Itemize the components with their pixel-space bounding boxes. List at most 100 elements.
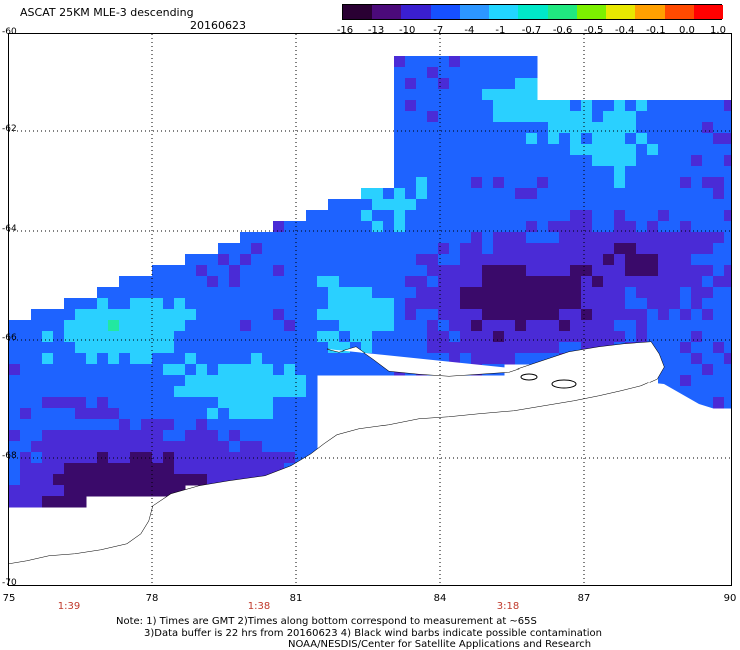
swath-cell — [64, 298, 76, 310]
swath-cell — [570, 254, 582, 266]
swath-cell — [229, 276, 241, 288]
swath-cell — [647, 254, 659, 266]
swath-cell — [537, 298, 549, 310]
color-scale-segment — [459, 5, 490, 19]
swath-cell — [592, 309, 604, 321]
swath-cell — [504, 111, 516, 123]
swath-cell — [53, 463, 65, 475]
map-title: ASCAT 25KM MLE-3 descending — [20, 6, 194, 19]
swath-cell — [174, 298, 186, 310]
swath-cell — [636, 309, 648, 321]
swath-cell — [240, 309, 252, 321]
swath-cell — [306, 408, 318, 420]
swath-cell — [185, 364, 197, 376]
swath-cell — [438, 144, 450, 156]
swath-cell — [53, 397, 65, 409]
swath-cell — [9, 331, 21, 343]
swath-cell — [317, 309, 329, 321]
swath-cell — [306, 287, 318, 299]
swath-cell — [482, 166, 494, 178]
swath-cell — [603, 144, 615, 156]
color-scale-tick-label: -10 — [398, 25, 416, 36]
swath-cell — [328, 309, 340, 321]
swath-cell — [405, 56, 417, 68]
swath-cell — [53, 474, 65, 486]
swath-cell — [702, 375, 714, 387]
swath-cell — [471, 287, 483, 299]
swath-cell — [691, 188, 703, 200]
swath-cell — [691, 133, 703, 145]
swath-cell — [581, 276, 593, 288]
swath-cell — [262, 419, 274, 431]
swath-cell — [559, 331, 571, 343]
swath-cell — [460, 188, 472, 200]
swath-cell — [295, 221, 307, 233]
swath-cell — [152, 265, 164, 277]
swath-cell — [207, 265, 219, 277]
swath-cell — [537, 276, 549, 288]
swath-cell — [416, 155, 428, 167]
swath-cell — [724, 276, 731, 288]
swath-cell — [669, 320, 681, 332]
swath-cell — [548, 265, 560, 277]
swath-cell — [163, 375, 175, 387]
swath-cell — [152, 331, 164, 343]
swath-cell — [493, 67, 505, 79]
swath-cell — [262, 287, 274, 299]
swath-cell — [526, 353, 538, 365]
swath-cell — [240, 243, 252, 255]
swath-cell — [86, 375, 98, 387]
swath-cell — [251, 364, 263, 376]
swath-cell — [218, 353, 230, 365]
swath-cell — [526, 199, 538, 211]
swath-cell — [493, 309, 505, 321]
swath-cell — [570, 276, 582, 288]
swath-cell — [603, 276, 615, 288]
swath-cell — [97, 375, 109, 387]
swath-cell — [504, 56, 516, 68]
swath-cell — [460, 342, 472, 354]
swath-cell — [306, 419, 318, 431]
swath-cell — [691, 331, 703, 343]
swath-cell — [603, 210, 615, 222]
color-scale-tick-label: -16 — [336, 25, 354, 36]
swath-cell — [130, 276, 142, 288]
swath-cell — [20, 386, 32, 398]
swath-cell — [515, 56, 527, 68]
swath-cell — [416, 342, 428, 354]
swath-cell — [416, 56, 428, 68]
swath-cell — [669, 144, 681, 156]
swath-cell — [174, 386, 186, 398]
swath-cell — [20, 485, 32, 497]
swath-cell — [493, 243, 505, 255]
swath-cell — [559, 155, 571, 167]
swath-cell — [526, 276, 538, 288]
swath-cell — [416, 67, 428, 79]
swath-cell — [361, 243, 373, 255]
swath-cell — [317, 254, 329, 266]
swath-cell — [20, 408, 32, 420]
color-scale-segment — [430, 5, 461, 19]
swath-cell — [75, 452, 87, 464]
swath-cell — [471, 67, 483, 79]
swath-cell — [251, 243, 263, 255]
swath-cell — [658, 177, 670, 189]
swath-cell — [185, 309, 197, 321]
swath-cell — [251, 452, 263, 464]
swath-cell — [504, 287, 516, 299]
swath-cell — [383, 342, 395, 354]
swath-cell — [713, 397, 725, 409]
swath-cell — [471, 221, 483, 233]
swath-cell — [174, 463, 186, 475]
swath-cell — [669, 199, 681, 211]
swath-cell — [317, 243, 329, 255]
swath-cell — [493, 342, 505, 354]
swath-cell — [570, 342, 582, 354]
swath-cell — [526, 78, 538, 90]
swath-cell — [306, 441, 318, 453]
swath-cell — [262, 342, 274, 354]
swath-cell — [592, 100, 604, 112]
swath-cell — [471, 309, 483, 321]
swath-cell — [702, 232, 714, 244]
swath-cell — [680, 155, 692, 167]
